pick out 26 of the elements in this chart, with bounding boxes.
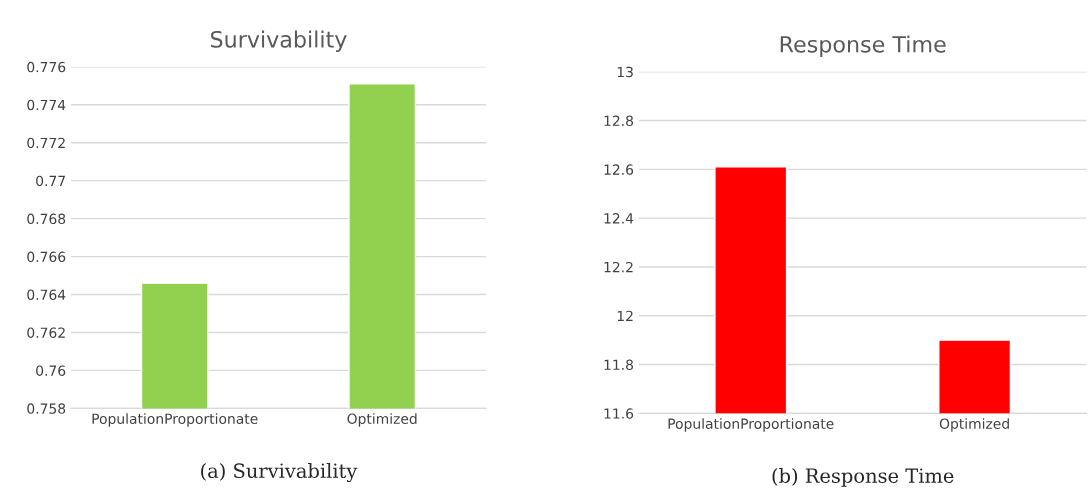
chart-title: Response Time — [780, 35, 946, 57]
y-tick-label: 11.8 — [604, 359, 634, 371]
y-tick-label: 12.8 — [604, 115, 634, 127]
x-tick-label: Optimized — [347, 413, 417, 427]
y-tick-label: 0.76 — [36, 365, 66, 376]
y-tick-label: 0.772 — [27, 137, 65, 149]
y-tick-label: 0.758 — [27, 403, 66, 414]
y-tick-label: 0.764 — [27, 289, 66, 300]
y-tick-label: 0.776 — [27, 61, 66, 73]
y-tick-label: 0.77 — [36, 175, 65, 187]
y-tick-label: 0.762 — [27, 327, 65, 338]
y-tick-label: 12.2 — [604, 261, 633, 273]
y-tick-label: 0.774 — [27, 99, 66, 111]
y-tick-label: 0.766 — [27, 251, 66, 263]
y-tick-label: 12.6 — [604, 164, 634, 175]
x-tick-label: PopulationProportionate — [668, 418, 834, 432]
y-tick-label: 13 — [617, 66, 633, 78]
y-tick-label: 0.768 — [27, 213, 66, 225]
x-tick-label: PopulationProportionate — [92, 413, 258, 427]
x-tick-label: Optimized — [939, 418, 1009, 432]
y-tick-label: 11.6 — [604, 408, 634, 419]
y-tick-label: 12.4 — [604, 213, 634, 224]
chart-title: Survivability — [210, 30, 347, 52]
text: (a) Survivability — [201, 463, 358, 483]
text: (b) Response Time — [772, 467, 954, 487]
y-tick-label: 12 — [617, 310, 633, 322]
